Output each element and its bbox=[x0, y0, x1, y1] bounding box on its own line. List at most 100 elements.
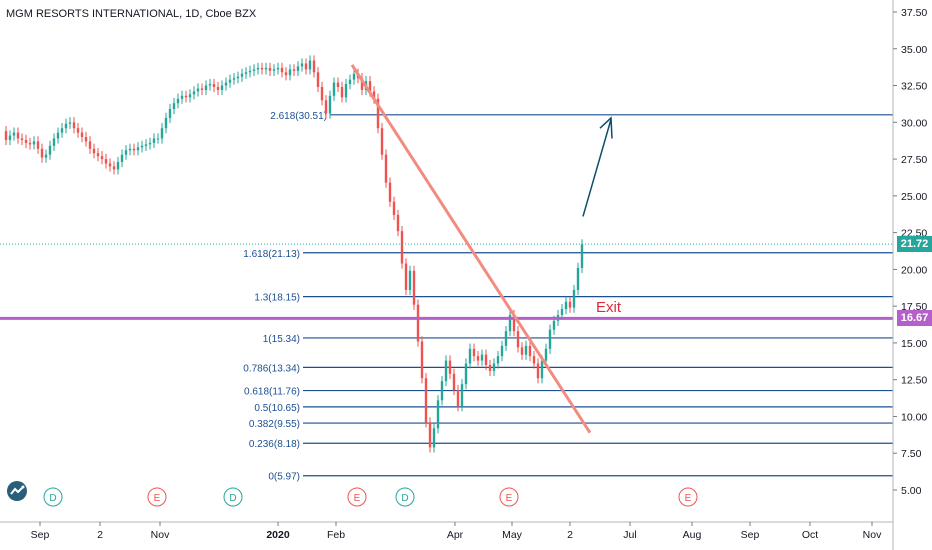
candle-body bbox=[408, 270, 412, 290]
candle-body bbox=[388, 182, 392, 202]
candle-body bbox=[220, 85, 224, 90]
earnings-marker bbox=[347, 487, 367, 507]
candle-body bbox=[100, 156, 104, 160]
candle-body bbox=[156, 138, 160, 140]
candle-body bbox=[508, 314, 512, 332]
candle-body bbox=[552, 320, 556, 330]
x-tick-label: Oct bbox=[802, 529, 818, 541]
event-marker-label: E bbox=[154, 493, 161, 504]
dividend-marker bbox=[43, 487, 63, 507]
candle-body bbox=[120, 154, 124, 163]
fib-level-label: 0.5(10.65) bbox=[254, 403, 300, 414]
event-marker-label: E bbox=[685, 493, 692, 504]
candle-body bbox=[452, 373, 456, 390]
exit-price-badge: 16.67 bbox=[897, 310, 932, 327]
candle-body bbox=[568, 301, 572, 308]
candle-body bbox=[496, 356, 500, 364]
candle-body bbox=[428, 422, 432, 448]
candle-body bbox=[112, 166, 116, 170]
time-axis[interactable]: Sep 2 Nov 2020 Feb Apr May 2 Jul Aug Sep Oct Nov bbox=[0, 521, 893, 541]
candle-body bbox=[324, 100, 328, 114]
candle-body bbox=[128, 148, 132, 151]
candle-body bbox=[196, 88, 200, 92]
candle-body bbox=[404, 263, 408, 290]
y-tick-label: 25.00 bbox=[901, 191, 927, 203]
fib-levels: 2.618(30.51) 1.618(21.13) 1.3(18.15) 1(15.3… bbox=[243, 111, 893, 483]
candle-body bbox=[564, 301, 568, 310]
candle-body bbox=[216, 87, 220, 90]
candle-body bbox=[464, 363, 468, 385]
x-tick-label: 2 bbox=[97, 529, 103, 541]
candle-body bbox=[32, 141, 36, 145]
candle-body bbox=[236, 76, 240, 79]
dividend-marker bbox=[223, 487, 243, 507]
candle-body bbox=[352, 73, 356, 80]
candle-body bbox=[64, 123, 68, 129]
candle-body bbox=[420, 341, 424, 379]
candle-body bbox=[360, 78, 364, 90]
candle-body bbox=[176, 98, 180, 104]
x-tick-label: Aug bbox=[683, 529, 702, 541]
candle-body bbox=[276, 67, 280, 70]
candle-body bbox=[484, 354, 488, 365]
candle-body bbox=[272, 69, 276, 71]
candle-body bbox=[4, 131, 8, 140]
candle-body bbox=[332, 82, 336, 96]
x-tick-label: Nov bbox=[151, 529, 170, 541]
candle-body bbox=[392, 201, 396, 215]
candle-body bbox=[492, 363, 496, 371]
earnings-marker bbox=[499, 487, 519, 507]
candle-body bbox=[52, 138, 56, 146]
fib-level-label: 0.236(8.18) bbox=[249, 439, 300, 450]
tradingview-logo-icon[interactable] bbox=[6, 480, 28, 502]
candle-body bbox=[28, 142, 32, 145]
candle-body bbox=[384, 154, 388, 183]
y-tick-label: 30.00 bbox=[901, 117, 927, 129]
candle-body bbox=[304, 63, 308, 70]
candle-body bbox=[528, 345, 532, 357]
candle-body bbox=[432, 428, 436, 448]
x-tick-label: May bbox=[502, 529, 523, 541]
candle-body bbox=[544, 348, 548, 361]
y-tick-label: 17.50 bbox=[901, 301, 927, 313]
candle-body bbox=[60, 128, 64, 133]
candle-body bbox=[520, 347, 524, 355]
last-price-badge: 21.72 bbox=[897, 236, 932, 253]
candle-body bbox=[316, 72, 320, 88]
candle-body bbox=[92, 148, 96, 154]
candle-body bbox=[512, 314, 516, 332]
candle-body bbox=[264, 67, 268, 70]
candle-body bbox=[400, 231, 404, 264]
candle-body bbox=[548, 329, 552, 349]
event-marker-label: E bbox=[506, 493, 513, 504]
x-tick-label: Sep bbox=[741, 529, 760, 541]
candle-body bbox=[108, 163, 112, 167]
candle-body bbox=[308, 60, 312, 70]
candle-body bbox=[104, 159, 108, 164]
candle-body bbox=[516, 331, 520, 348]
fib-level-label: 1(15.34) bbox=[263, 334, 300, 345]
event-marker-label: D bbox=[229, 493, 236, 504]
x-tick-label: 2 bbox=[567, 529, 573, 541]
candle-body bbox=[300, 63, 304, 67]
candle-body bbox=[436, 400, 440, 429]
candle-body bbox=[488, 364, 492, 371]
candle-body bbox=[280, 67, 284, 73]
candle-body bbox=[252, 69, 256, 71]
price-axis[interactable]: 37.5035.0032.5030.0027.5025.0022.5020.00… bbox=[892, 0, 927, 550]
candle-body bbox=[68, 122, 72, 124]
candle-body bbox=[348, 79, 352, 85]
candle-body bbox=[232, 78, 236, 80]
candle-body bbox=[572, 289, 576, 308]
fib-level-label: 0(5.97) bbox=[268, 472, 300, 483]
candle-body bbox=[228, 79, 232, 83]
candle-body bbox=[240, 73, 244, 77]
candle-body bbox=[340, 87, 344, 98]
candle-body bbox=[76, 128, 80, 133]
candle-body bbox=[40, 148, 44, 158]
candle-body bbox=[344, 84, 348, 98]
candle-body bbox=[80, 132, 84, 138]
candle-body bbox=[380, 128, 384, 155]
candle-body bbox=[396, 214, 400, 232]
target-arrow-line bbox=[582, 119, 612, 217]
